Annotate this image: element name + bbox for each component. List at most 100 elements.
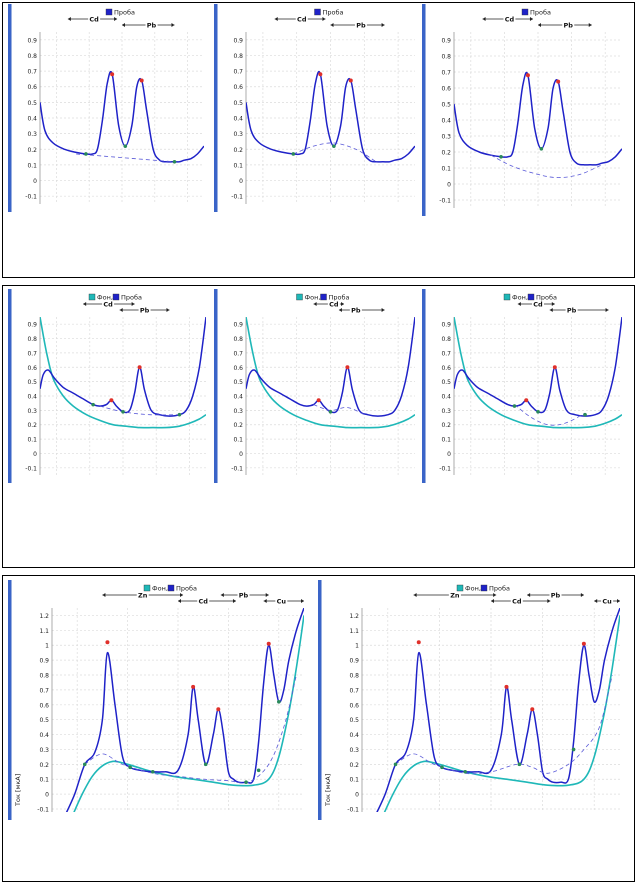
peak-marker — [552, 365, 557, 370]
legend-swatch-background — [143, 584, 151, 592]
chart-panel-1c: -0.1 0 0.1 0.2 0.3 0.4 0.5 0.6 0.7 0.8 0.9 Проба Cd P… — [422, 4, 626, 216]
legend: Проба — [521, 8, 551, 17]
range-label: Cd — [198, 598, 208, 606]
range-arrow-right — [588, 23, 592, 27]
y-tick-label: 0.7 — [27, 69, 37, 76]
plot-area — [246, 70, 415, 163]
y-tick-label: 0.8 — [233, 53, 243, 60]
legend-swatch-probe — [112, 293, 120, 301]
legend-label-probe: Проба — [530, 9, 551, 17]
series-probe — [454, 71, 622, 166]
y-tick-label: 0 — [33, 451, 37, 458]
range-label: Cu — [602, 598, 612, 606]
element-range-cd: Cd — [313, 300, 345, 309]
panel-edge-bar — [8, 4, 11, 212]
series-probe — [65, 608, 304, 812]
range-label: Pb — [147, 22, 157, 30]
range-label-bg — [562, 21, 575, 29]
legend-swatch-probe — [320, 293, 327, 301]
range-label-bg — [102, 300, 115, 308]
y-tick-label: 0.6 — [27, 365, 37, 372]
series-probe-baseline-dash — [395, 674, 613, 775]
range-label-bg — [197, 597, 210, 605]
peak-marker — [110, 72, 115, 77]
y-tick-label: -0.1 — [439, 465, 451, 472]
y-tick-label: 0.1 — [441, 166, 451, 173]
range-label-bg — [549, 591, 562, 599]
range-arrow-right — [381, 308, 385, 312]
baseline-point-marker — [536, 410, 540, 414]
legend-swatch-probe — [521, 8, 529, 16]
y-tick-label: -0.1 — [25, 465, 37, 472]
range-arrow-right — [265, 593, 269, 597]
range-arrow-left — [274, 17, 278, 21]
peak-marker — [216, 707, 221, 712]
range-label-bg — [327, 300, 340, 308]
range-label: Cd — [297, 16, 307, 24]
peak-marker — [316, 398, 321, 403]
peak-marker — [524, 398, 529, 403]
baseline-curve — [76, 153, 175, 163]
panel-edge-bar-light — [425, 4, 426, 216]
peak-marker — [105, 640, 110, 645]
range-label-bg — [503, 15, 516, 23]
y-tick-label: 0 — [33, 178, 37, 185]
range-label: Cd — [103, 301, 113, 309]
y-tick-label: 0.4 — [27, 116, 37, 123]
y-tick-label: 0.1 — [39, 777, 49, 784]
y-tick-label: 0 — [447, 451, 451, 458]
element-range-pb: Pb — [220, 591, 269, 600]
chart-1b: -0.1 0 0.1 0.2 0.3 0.4 0.5 0.6 0.7 0.8 0.9 Проба Cd P… — [214, 4, 415, 212]
range-arrow-right — [605, 308, 609, 312]
range-arrow-right — [180, 593, 184, 597]
element-range-pb: Pb — [122, 21, 175, 30]
baseline-point-marker — [393, 762, 398, 767]
range-label: Cd — [89, 16, 99, 24]
y-tick-label: 0 — [239, 178, 243, 185]
peak-marker — [416, 640, 421, 645]
baseline-point-marker — [571, 747, 576, 752]
y-tick-label: 0.3 — [349, 747, 359, 754]
peak-marker — [530, 707, 535, 712]
element-range-cu: Cu — [594, 597, 620, 606]
range-label-bg — [601, 597, 614, 605]
baseline-curve — [293, 142, 377, 163]
chart-3a: -0.1 0 0.1 0.2 0.3 0.4 0.5 0.6 0.7 0.8 0.9 1 1.1 1.2 Т… — [8, 580, 304, 820]
range-arrow-right — [547, 599, 551, 603]
legend-swatch-probe — [527, 293, 535, 301]
baseline-curve — [99, 405, 180, 416]
y-tick-label: 0.8 — [349, 673, 359, 680]
range-label: Pb — [567, 307, 577, 315]
range-label-bg — [138, 306, 151, 314]
y-tick-label: 1 — [355, 643, 359, 650]
range-arrow-left — [594, 599, 598, 603]
y-tick-label: 0.8 — [27, 336, 37, 343]
y-tick-label: 0.2 — [233, 422, 243, 429]
peak-marker — [525, 73, 530, 78]
y-tick-label: 0.5 — [39, 717, 49, 724]
baseline-point-marker — [244, 780, 248, 785]
legend: Фон, Проба — [503, 293, 557, 302]
series-probe — [376, 608, 620, 812]
y-tick-label: 0.1 — [27, 162, 37, 169]
range-label-bg — [237, 591, 250, 599]
baseline-curve — [514, 404, 586, 426]
y-tick-label: 0.9 — [233, 322, 243, 329]
y-tick-label: 0.8 — [441, 54, 451, 61]
range-arrow-left — [482, 17, 486, 21]
y-tick-label: 0.7 — [233, 69, 243, 76]
baseline-point-marker — [499, 155, 503, 159]
range-label: Cu — [277, 598, 287, 606]
y-tick-label: 1 — [45, 643, 49, 650]
y-tick-label: 0.6 — [27, 84, 37, 91]
range-arrow-right — [301, 599, 304, 603]
element-range-cd: Cd — [274, 15, 326, 24]
baseline-point-marker — [328, 410, 333, 414]
y-tick-label: 0.4 — [349, 732, 359, 739]
range-label-bg — [275, 597, 288, 605]
element-range-pb: Pb — [527, 591, 584, 600]
peak-marker — [504, 684, 509, 689]
peak-marker — [191, 684, 196, 689]
y-tick-label: -0.1 — [347, 807, 359, 814]
legend-label-probe: Проба — [121, 294, 142, 302]
